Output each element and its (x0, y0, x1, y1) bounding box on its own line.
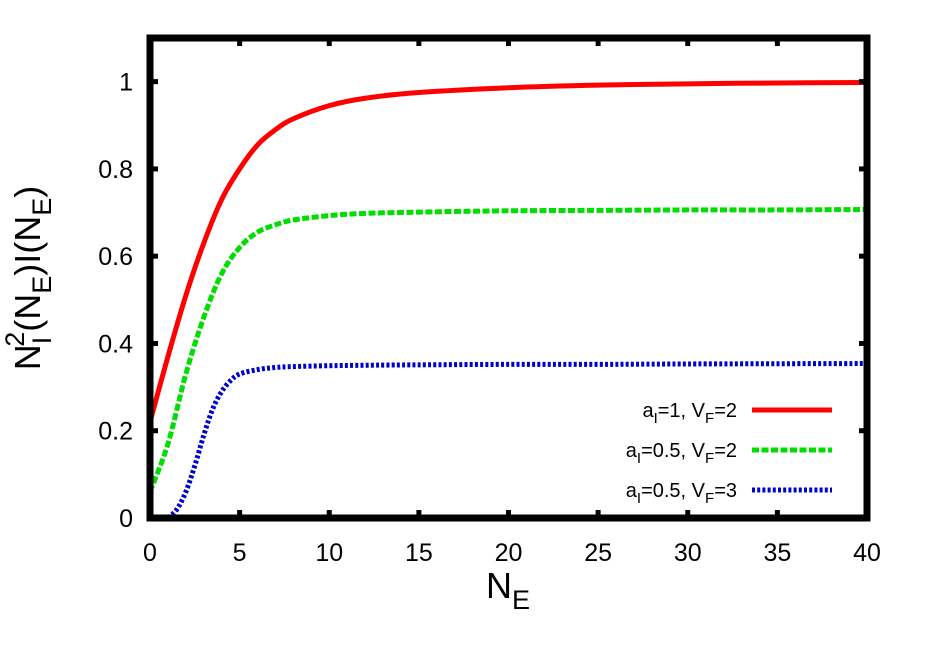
x-tick-label: 25 (584, 539, 612, 567)
x-tick-label: 10 (315, 539, 343, 567)
series-line-1 (150, 80, 867, 423)
y-tick-label: 1 (119, 69, 133, 97)
y-tick-label: 0.2 (98, 418, 133, 446)
y-tick-label: 0.8 (98, 156, 133, 184)
legend-label-3: aI=0.5, VF=3 (626, 480, 737, 507)
legend-label-2: aI=0.5, VF=2 (626, 440, 737, 467)
y-axis-title-text: NI2(NE)I(NE) (0, 186, 57, 371)
x-axis-title: NE (486, 565, 530, 615)
y-tick-label: 0.6 (98, 243, 133, 271)
x-tick-label: 15 (405, 539, 433, 567)
series-line-3 (166, 361, 867, 518)
y-tick-label: 0.4 (98, 330, 133, 358)
x-tick-label: 30 (674, 539, 702, 567)
y-axis-title: NI2(NE)I(NE) (0, 186, 57, 371)
x-tick-label: 0 (143, 539, 157, 567)
y-tick-label: 0 (119, 505, 133, 533)
plot-frame (146, 34, 871, 522)
x-tick-label: 20 (495, 539, 523, 567)
x-tick-label: 5 (233, 539, 247, 567)
x-tick-label: 35 (763, 539, 791, 567)
x-tick-label: 40 (853, 539, 881, 567)
series-line-2 (150, 206, 867, 493)
legend-label-1: aI=1, VF=2 (642, 400, 737, 427)
